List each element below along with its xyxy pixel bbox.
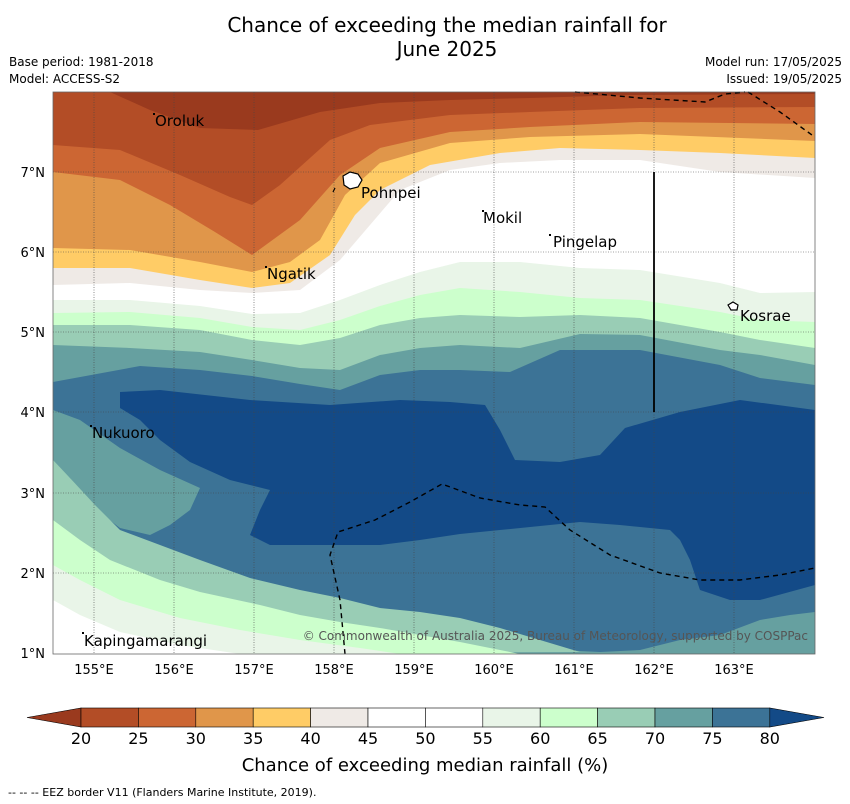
- colorbar-segment: [539, 707, 598, 728]
- colorbar-segment: [195, 707, 254, 728]
- lat-label: 1°N: [21, 647, 46, 662]
- lon-axis-labels: 155°E 156°E 157°E 158°E 159°E 160°E 161°…: [74, 663, 754, 678]
- colorbar-title: Chance of exceeding median rainfall (%): [241, 755, 609, 776]
- place-pohnpei: Pohnpei: [361, 184, 421, 202]
- eez-border-south: [329, 483, 816, 655]
- lat-axis-labels: 7°N 6°N 5°N 4°N 3°N 2°N 1°N: [21, 166, 46, 662]
- colorbar-tick-label: 65: [587, 729, 608, 748]
- band-55-60-sw: [53, 565, 400, 654]
- model-name: Model: ACCESS-S2: [9, 72, 121, 86]
- base-period: Base period: 1981-2018: [9, 55, 154, 69]
- colorbar-segment: [712, 707, 771, 728]
- colorbar-extend-high: [769, 707, 825, 728]
- colorbar-tick-label: 50: [415, 729, 436, 748]
- eez-border-north: [574, 91, 813, 136]
- colorbar-tick-label: 40: [300, 729, 321, 748]
- meta-left: Base period: 1981-2018 Model: ACCESS-S2: [9, 54, 154, 88]
- lat-label: 3°N: [21, 487, 46, 502]
- model-run: Model run: 17/05/2025: [704, 55, 842, 69]
- eez-borders: [329, 91, 816, 655]
- place-nukuoro: Nukuoro: [92, 424, 155, 442]
- lat-label: 5°N: [21, 326, 46, 341]
- title-line-2: June 2025: [396, 37, 498, 61]
- pohnpei-island: [342, 171, 363, 190]
- place-labels: Oroluk Pohnpei Mokil Pingelap Ngatik Kos…: [84, 112, 791, 650]
- colorbar-tick-label: 30: [185, 729, 206, 748]
- pohnpei-islet: [332, 187, 336, 193]
- lat-label: 2°N: [21, 567, 46, 582]
- probability-contours: [53, 92, 815, 654]
- lat-label: 4°N: [21, 406, 46, 421]
- chart-title: Chance of exceeding the median rainfall …: [0, 13, 850, 61]
- band-over-80: [120, 390, 815, 600]
- colorbar-tick-label: 80: [759, 729, 780, 748]
- lon-label: 157°E: [234, 663, 274, 678]
- place-markers: [82, 113, 551, 634]
- colorbar: [26, 707, 825, 728]
- kosrae-island: [727, 301, 739, 311]
- lon-label: 155°E: [74, 663, 114, 678]
- band-50-55-sw: [53, 600, 240, 654]
- place-kapingamarangi: Kapingamarangi: [84, 632, 207, 650]
- issued-date: Issued: 19/05/2025: [726, 72, 842, 86]
- map-frame: [52, 91, 816, 655]
- lat-label: 6°N: [21, 246, 46, 261]
- place-pingelap: Pingelap: [553, 233, 617, 251]
- colorbar-segment: [252, 707, 311, 728]
- colorbar-segment: [310, 707, 369, 728]
- colorbar-tick-label: 35: [243, 729, 264, 748]
- colorbar-tick-label: 75: [702, 729, 723, 748]
- colorbar-segment: [425, 707, 484, 728]
- graticule: [53, 92, 815, 654]
- copyright-note: © Commonwealth of Australia 2025, Bureau…: [303, 629, 808, 643]
- eez-footnote: -- -- -- EEZ border V11 (Flanders Marine…: [8, 786, 317, 799]
- meta-right: Model run: 17/05/2025 Issued: 19/05/2025: [705, 54, 842, 88]
- colorbar-segment: [482, 707, 541, 728]
- colorbar-tick-label: 70: [644, 729, 666, 748]
- place-oroluk: Oroluk: [155, 112, 204, 130]
- colorbar-segment: [597, 707, 656, 728]
- place-mokil: Mokil: [483, 209, 522, 227]
- lon-label: 163°E: [714, 663, 754, 678]
- place-kosrae: Kosrae: [740, 307, 791, 325]
- lon-label: 160°E: [474, 663, 514, 678]
- colorbar-tick-label: 45: [357, 729, 379, 748]
- colorbar-tick-label: 25: [128, 729, 149, 748]
- lon-label: 162°E: [634, 663, 674, 678]
- colorbar-tick-label: 20: [70, 729, 92, 748]
- colorbar-extend-low: [26, 707, 82, 728]
- place-ngatik: Ngatik: [267, 265, 316, 283]
- lon-label: 158°E: [314, 663, 354, 678]
- island-outlines: [332, 171, 739, 311]
- colorbar-segment: [654, 707, 713, 728]
- colorbar-segment: [80, 707, 139, 728]
- lon-label: 156°E: [154, 663, 194, 678]
- lat-label: 7°N: [21, 166, 46, 181]
- colorbar-segment: [367, 707, 426, 728]
- colorbar-tick-label: 60: [530, 729, 551, 748]
- title-line-1: Chance of exceeding the median rainfall …: [227, 13, 667, 37]
- lon-label: 159°E: [394, 663, 434, 678]
- colorbar-tick-label: 55: [472, 729, 493, 748]
- lon-label: 161°E: [554, 663, 594, 678]
- colorbar-segment: [138, 707, 197, 728]
